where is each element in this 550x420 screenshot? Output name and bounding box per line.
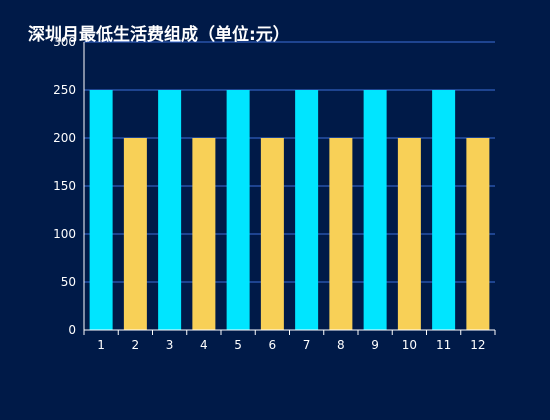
bar-9 [363,90,387,330]
bar-7 [295,90,319,330]
bar-11 [432,90,456,330]
x-tick-label: 12 [470,338,485,352]
y-tick-label: 250 [53,83,76,97]
bar-1 [89,90,113,330]
x-axis-tick-labels: 1 2 3 4 5 6 7 8 9 10 11 12 [97,338,485,352]
x-tick-label: 7 [303,338,311,352]
y-tick-label: 150 [53,179,76,193]
x-tick-label: 1 [97,338,105,352]
bar-6 [260,138,284,330]
bar-5 [226,90,250,330]
axes [83,42,496,335]
x-tick-label: 10 [402,338,417,352]
y-tick-label: 50 [61,275,76,289]
bar-2 [123,138,147,330]
y-tick-label: 300 [53,35,76,49]
x-tick-label: 4 [200,338,208,352]
x-tick-label: 6 [269,338,277,352]
y-axis-tick-labels: 0 50 100 150 200 250 300 [53,35,76,337]
x-tick-label: 5 [234,338,242,352]
x-tick-label: 8 [337,338,345,352]
x-tick-label: 9 [371,338,379,352]
bar-4 [192,138,216,330]
y-tick-label: 100 [53,227,76,241]
bar-12 [466,138,490,330]
x-tick-label: 11 [436,338,451,352]
bar-3 [158,90,182,330]
bar-8 [329,138,353,330]
bar-10 [397,138,421,330]
y-tick-label: 200 [53,131,76,145]
y-tick-label: 0 [68,323,76,337]
x-tick-label: 3 [166,338,174,352]
x-tick-label: 2 [132,338,140,352]
chart-title: 深圳月最低生活费组成（单位:元） [28,25,290,45]
grid-lines [84,41,495,283]
bars [89,90,490,330]
